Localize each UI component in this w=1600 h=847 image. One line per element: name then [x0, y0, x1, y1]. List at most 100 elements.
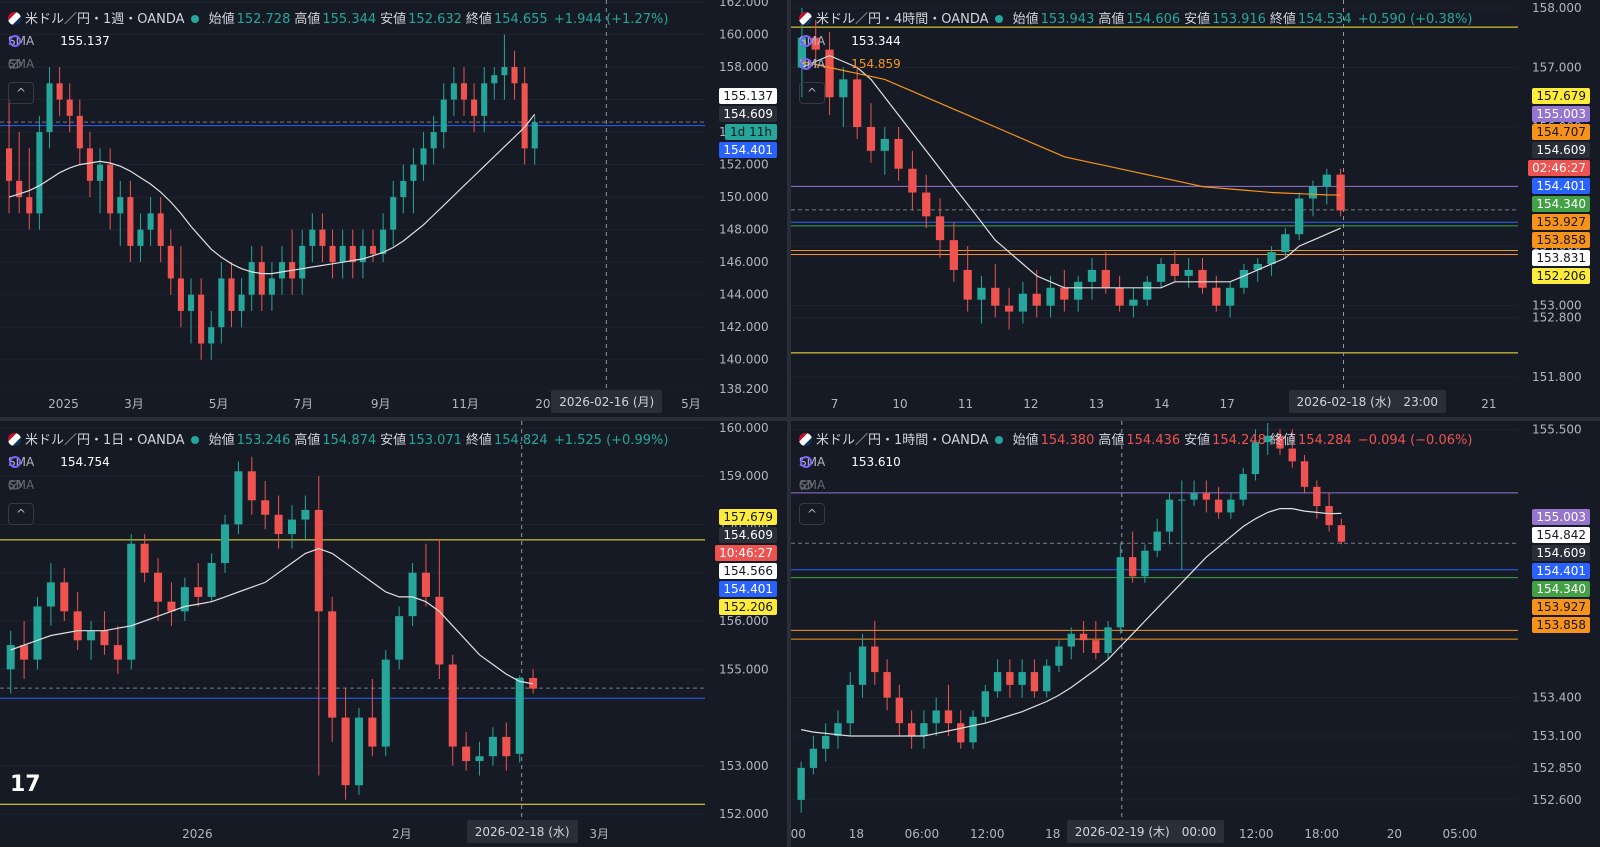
eye-hidden-icon[interactable] [799, 478, 845, 492]
symbol-legend[interactable]: 米ドル／円・1時間・OANDA 始値 154.380 高値 154.436 安値 154.2… [799, 429, 1472, 448]
candle-body [167, 601, 176, 612]
sma-legend-row[interactable]: SMA 154.754 [8, 455, 110, 469]
chart-panel-weekly[interactable]: 162.000160.000158.000156.000154.000152.0… [0, 0, 787, 417]
price-axis-tag: 153.858 [1532, 232, 1590, 248]
sma-legend-row[interactable]: SMA [8, 57, 60, 71]
time-axis-label: 2026 [182, 827, 213, 841]
price-axis-tag: 153.927 [1532, 599, 1590, 615]
candle-body [1043, 665, 1051, 692]
symbol-title[interactable]: 米ドル／円・1時間・OANDA [816, 433, 989, 448]
time-axis-label: 12 [1023, 397, 1038, 411]
time-axis-label: 2025 [48, 397, 79, 411]
indicator-settings-icon[interactable] [800, 57, 845, 71]
collapse-legend-button[interactable]: ^ [799, 82, 825, 104]
time-axis-label: 00 [791, 827, 806, 841]
candle-body [1079, 633, 1088, 641]
chart-canvas[interactable]: 155.500 153.400 153.100 152.850 152.600 00 18 0… [791, 421, 1600, 847]
candle-body [977, 287, 986, 300]
sma-value: 153.344 [851, 34, 901, 48]
price-axis-tag: 153.927 [1532, 214, 1590, 230]
chart-panel-daily[interactable]: 160.000159.000158.000157.000156.000155.0… [0, 421, 787, 847]
eye-hidden-icon[interactable] [8, 57, 54, 71]
price-axis-tag: 153.831 [1532, 250, 1590, 266]
candle-body [491, 75, 498, 84]
candle-body [1198, 269, 1207, 288]
candle-body [1018, 293, 1028, 312]
vertical-divider[interactable] [787, 0, 791, 847]
symbol-title[interactable]: 米ドル／円・1週・OANDA [25, 12, 185, 27]
candle-body [86, 148, 93, 181]
candle-body [1281, 234, 1290, 253]
sma-legend-row[interactable]: SMA 153.344 [799, 34, 901, 48]
sma-legend-row[interactable]: SMA 154.859 [799, 57, 901, 71]
price-axis-label: 146.000 [719, 255, 769, 269]
candle-body [100, 630, 109, 646]
candle-body [1214, 499, 1223, 513]
horizontal-divider[interactable] [0, 417, 1600, 421]
time-axis-label: 21 [1481, 397, 1496, 411]
ohlc-label: 始値 [208, 433, 235, 448]
candle-body [1170, 263, 1180, 276]
candle-body [430, 132, 437, 149]
sma-label: SMA [799, 34, 826, 48]
chart-panel-1h[interactable]: 155.500 153.400 153.100 152.850 152.600 00 18 0… [791, 421, 1600, 847]
price-axis-tag: 154.842 [1532, 527, 1590, 543]
time-axis-label: 05:00 [1443, 827, 1478, 841]
sma-legend-row[interactable]: SMA 155.137 [8, 34, 110, 48]
candle-body [247, 471, 256, 501]
price-axis-label: 140.000 [719, 353, 769, 367]
ohlc-label: 終値 [1269, 12, 1296, 27]
candle-body [475, 756, 484, 762]
chart-panel-4h[interactable]: 158.000157.000156.000155.000154.000153.0… [791, 0, 1600, 417]
time-axis-label: 18 [849, 827, 864, 841]
candle-body [369, 245, 377, 255]
sma-value: 154.754 [60, 455, 110, 469]
ohlc-label: 安値 [1184, 12, 1211, 27]
ohlc-value: 152.728 [236, 12, 291, 27]
chart-canvas[interactable]: 162.000160.000158.000156.000154.000152.0… [0, 0, 787, 417]
price-axis-label: 162.000 [719, 0, 769, 9]
candle-body [46, 83, 53, 133]
symbol-title[interactable]: 米ドル／円・4時間・OANDA [816, 12, 989, 27]
symbol-legend[interactable]: 米ドル／円・1週・OANDA 始値 152.728 高値 155.344 安値 152.63… [8, 8, 668, 27]
candle-body [274, 514, 283, 535]
candle-body [488, 736, 497, 757]
indicator-settings-icon[interactable] [800, 455, 845, 469]
indicator-settings-icon[interactable] [9, 34, 54, 48]
candle-body [1225, 287, 1235, 306]
collapse-legend-button[interactable]: ^ [8, 503, 34, 525]
candle-body [278, 262, 286, 279]
candle-body [328, 611, 337, 718]
time-axis-label: 12:00 [970, 827, 1005, 841]
candle-body [309, 229, 316, 246]
collapse-legend-button[interactable]: ^ [8, 82, 34, 104]
chart-canvas[interactable]: 160.000159.000158.000157.000156.000155.0… [0, 421, 787, 847]
sma-legend-row[interactable]: SMA [799, 478, 851, 492]
sma-value: 155.137 [60, 34, 110, 48]
candle-body [380, 229, 387, 255]
chart-canvas[interactable]: 158.000157.000156.000155.000154.000153.0… [791, 0, 1600, 417]
symbol-legend[interactable]: 米ドル／円・4時間・OANDA 始値 153.943 高値 154.606 安値 153.9… [799, 8, 1472, 27]
candle-body [991, 287, 1000, 306]
candle-body [839, 79, 848, 98]
time-axis [0, 819, 705, 847]
eye-hidden-icon[interactable] [8, 478, 54, 492]
sma-legend-row[interactable]: SMA 153.610 [799, 455, 901, 469]
candle-body [1239, 474, 1247, 500]
indicator-settings-icon[interactable] [800, 34, 845, 48]
candle-body [1253, 263, 1262, 270]
price-axis-label: 142.000 [719, 320, 769, 334]
candle-body [531, 122, 538, 149]
sma-legend-row[interactable]: SMA [8, 478, 60, 492]
candle-body [127, 543, 136, 660]
indicator-settings-icon[interactable] [9, 455, 54, 469]
candle-body [329, 245, 336, 263]
candle-body [858, 646, 867, 685]
candle-body [1336, 174, 1345, 211]
symbol-legend[interactable]: 米ドル／円・1日・OANDA 始値 153.246 高値 154.874 安値 153.07… [8, 429, 668, 448]
symbol-title[interactable]: 米ドル／円・1日・OANDA [25, 433, 185, 448]
collapse-legend-button[interactable]: ^ [799, 503, 825, 525]
candle-body [117, 197, 124, 214]
candle-body [502, 736, 511, 757]
candle-body [1018, 672, 1026, 685]
